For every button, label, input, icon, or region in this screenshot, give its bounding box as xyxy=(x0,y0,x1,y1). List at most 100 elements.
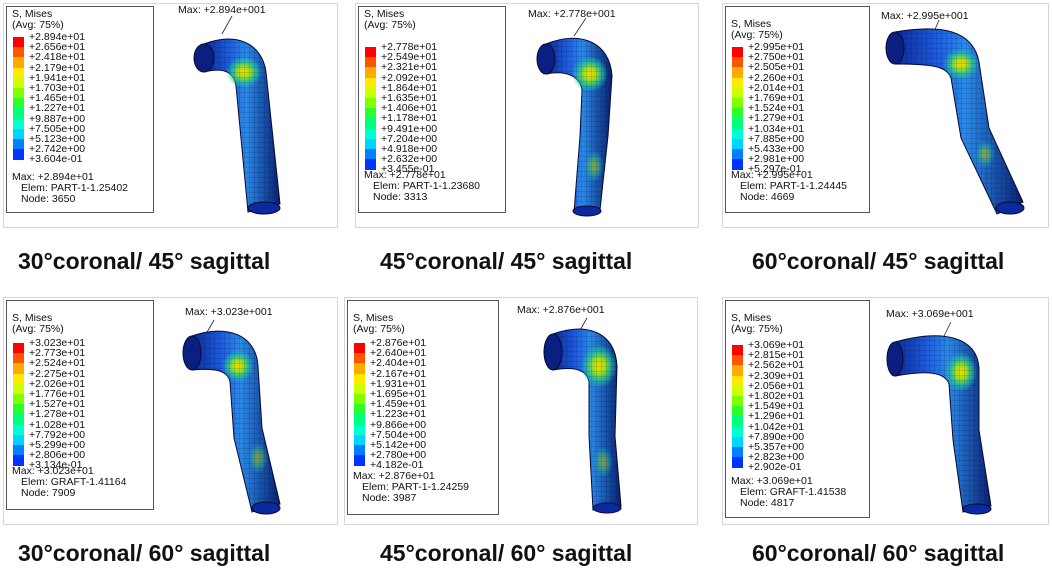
legend-max: Max: +2.876e+01 xyxy=(353,470,435,482)
legend-value: +2.404e+01 xyxy=(370,357,427,370)
panel-30c-60s: S, Mises (Avg: 75%) +3.023e+01 +2.773e+01… xyxy=(3,297,338,525)
legend-value: +9.866e+00 xyxy=(370,418,427,431)
legend-value: +2.632e+00 xyxy=(381,153,438,166)
tube-model xyxy=(536,17,613,217)
tube-model xyxy=(182,319,281,515)
legend-value: +1.227e+01 xyxy=(29,102,86,115)
legend-value: +2.275e+01 xyxy=(29,367,86,380)
stress-legend: S, Mises (Avg: 75%) +2.894e+01 +2.656e+01… xyxy=(6,6,154,213)
color-swatch xyxy=(732,47,743,58)
color-swatch xyxy=(13,77,24,89)
color-swatch xyxy=(354,445,365,456)
color-swatch xyxy=(732,108,743,119)
legend-value: +2.815e+01 xyxy=(748,349,805,362)
legend-value: +2.894e+01 xyxy=(29,31,86,43)
legend-value: +2.179e+01 xyxy=(29,61,86,74)
legend-title: S, Mises xyxy=(364,8,405,20)
legend-value: +1.635e+01 xyxy=(381,92,438,104)
color-swatch xyxy=(13,424,24,436)
color-swatch xyxy=(365,47,376,58)
caption: 60°coronal/ 45° sagittal xyxy=(752,248,1005,274)
legend-value: +2.321e+01 xyxy=(381,61,438,74)
legend-value: +9.887e+00 xyxy=(29,112,86,125)
legend-value: +1.527e+01 xyxy=(29,398,86,411)
color-swatch xyxy=(732,128,743,140)
legend-title: S, Mises xyxy=(12,312,53,324)
color-swatch xyxy=(365,67,376,79)
color-swatch xyxy=(732,159,743,170)
legend-max: Max: +2.778e+01 xyxy=(364,169,446,181)
stress-legend: S, Mises (Avg: 75%) +3.023e+01 +2.773e+01… xyxy=(6,300,154,510)
legend-value: +2.505e+01 xyxy=(748,61,805,74)
color-swatch xyxy=(354,343,365,354)
color-swatch xyxy=(354,394,365,405)
color-swatch xyxy=(13,37,24,48)
color-swatch xyxy=(732,426,743,438)
legend-value: +1.178e+01 xyxy=(381,112,438,125)
color-swatch xyxy=(732,447,743,458)
legend-value: +1.549e+01 xyxy=(748,400,805,413)
stress-legend: S, Mises (Avg: 75%) +3.069e+01 +2.815e+01… xyxy=(725,300,870,518)
color-swatch xyxy=(354,363,365,375)
legend-elem: Elem: PART-1-1.24259 xyxy=(362,481,469,493)
legend-value: +7.890e+00 xyxy=(748,430,805,443)
color-swatch xyxy=(13,67,24,79)
color-swatch xyxy=(365,57,376,68)
legend-value: +5.297e-01 xyxy=(748,163,802,176)
legend-value: +2.823e+00 xyxy=(748,451,805,464)
color-swatch xyxy=(13,404,24,415)
color-swatch xyxy=(732,57,743,68)
legend-node: Node: 4669 xyxy=(740,191,795,203)
legend-value: +2.092e+01 xyxy=(381,71,438,84)
color-swatch xyxy=(732,149,743,160)
legend-value: +1.864e+01 xyxy=(381,81,438,94)
color-swatch xyxy=(13,394,24,405)
stress-legend: S, Mises (Avg: 75%) +2.995e+01 +2.750e+01… xyxy=(725,6,870,213)
caption: 45°coronal/ 60° sagittal xyxy=(380,540,633,566)
legend-value: +2.418e+01 xyxy=(29,51,86,64)
legend-value: +2.806e+00 xyxy=(29,449,86,462)
legend-value: +2.742e+00 xyxy=(29,143,86,156)
legend-title: S, Mises xyxy=(353,312,394,324)
legend-value: +1.695e+01 xyxy=(370,388,427,400)
legend-avg: (Avg: 75%) xyxy=(353,323,405,335)
color-swatch xyxy=(354,455,365,466)
legend-elem: Elem: GRAFT-1.41164 xyxy=(21,476,127,488)
legend-node: Node: 3650 xyxy=(21,193,76,205)
panel-45c-60s: S, Mises (Avg: 75%) +2.876e+01 +2.640e+01… xyxy=(344,297,698,525)
legend-value: +1.279e+01 xyxy=(748,112,805,125)
color-swatch xyxy=(13,455,24,466)
legend-value: +7.504e+00 xyxy=(370,428,427,441)
panel-60c-45s: S, Mises (Avg: 75%) +2.995e+01 +2.750e+01… xyxy=(722,3,1049,228)
legend-value: +7.885e+00 xyxy=(748,132,805,145)
color-swatch xyxy=(365,128,376,140)
legend-value: +5.357e+00 xyxy=(748,441,805,453)
caption: 45°coronal/ 45° sagittal xyxy=(380,248,633,274)
legend-value: +3.134e-01 xyxy=(29,459,83,472)
legend-value: +2.014e+01 xyxy=(748,81,805,94)
legend-avg: (Avg: 75%) xyxy=(12,19,64,31)
color-swatch xyxy=(13,57,24,69)
legend-value: +1.034e+01 xyxy=(748,122,805,135)
legend-value: +2.026e+01 xyxy=(29,377,86,390)
legend-elem: Elem: PART-1-1.25402 xyxy=(21,182,128,194)
legend-avg: (Avg: 75%) xyxy=(731,29,783,41)
legend-value: +1.776e+01 xyxy=(29,388,86,400)
legend-value: +2.549e+01 xyxy=(381,51,438,64)
color-swatch xyxy=(732,87,743,99)
color-swatch xyxy=(732,416,743,428)
legend-value: +2.902e-01 xyxy=(748,461,802,474)
max-label: Max: +3.023e+001 xyxy=(185,306,273,318)
color-swatch xyxy=(13,373,24,385)
legend-title: S, Mises xyxy=(731,18,772,30)
legend-avg: (Avg: 75%) xyxy=(731,323,783,335)
legend-value: +1.524e+01 xyxy=(748,102,805,115)
legend-value: +1.406e+01 xyxy=(381,102,438,115)
color-swatch xyxy=(13,445,24,456)
legend-value: +3.069e+01 xyxy=(748,339,805,351)
legend-value: +2.167e+01 xyxy=(370,367,427,380)
max-label: Max: +3.069e+001 xyxy=(886,308,974,320)
legend-node: Node: 3987 xyxy=(362,492,417,504)
color-swatch xyxy=(354,414,365,426)
legend-value: +5.123e+00 xyxy=(29,133,86,145)
